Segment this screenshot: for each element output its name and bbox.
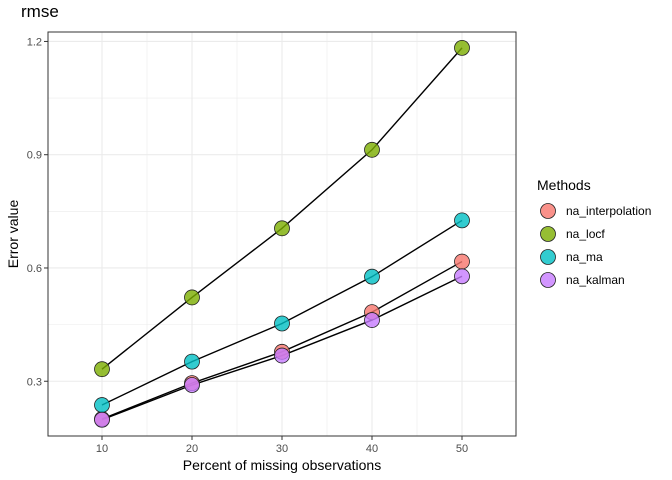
x-tick-label: 50 <box>456 443 468 455</box>
point-na_ma <box>94 397 110 413</box>
y-axis: 0.3 0.6 0.9 1.2 <box>27 36 48 388</box>
x-axis: 10 20 30 40 50 <box>96 436 468 455</box>
point-na_ma <box>454 212 470 229</box>
legend-key-na_ma <box>540 249 556 265</box>
point-na_locf <box>184 289 200 306</box>
point-na_ma <box>184 353 200 370</box>
series-points <box>94 39 470 428</box>
legend-title: Methods <box>537 177 591 193</box>
legend-key-na_kalman <box>540 272 556 288</box>
point-na_kalman <box>454 268 470 285</box>
point-na_locf <box>454 39 470 56</box>
legend-label-na_kalman: na_kalman <box>566 273 625 287</box>
x-tick-label: 30 <box>276 443 288 455</box>
y-tick-label: 0.3 <box>27 376 42 388</box>
legend: Methods na_interpolation na_locf na_ma na_k… <box>537 177 651 288</box>
point-na_kalman <box>364 312 380 328</box>
x-tick-label: 40 <box>366 443 378 455</box>
legend-items: na_interpolation na_locf na_ma na_kalman <box>540 203 651 288</box>
legend-label-na_ma: na_ma <box>566 250 603 264</box>
legend-label-na_locf: na_locf <box>566 227 605 241</box>
point-na_locf <box>274 220 290 237</box>
grid <box>48 32 516 436</box>
point-na_kalman <box>94 411 110 428</box>
y-tick-label: 0.9 <box>27 150 42 162</box>
point-na_kalman <box>274 347 290 364</box>
y-tick-label: 1.2 <box>27 36 42 48</box>
legend-label-na_interpolation: na_interpolation <box>566 204 651 218</box>
point-na_kalman <box>184 377 200 393</box>
point-na_ma <box>364 268 380 285</box>
y-axis-label: Error value <box>5 200 21 269</box>
legend-key-na_interpolation <box>540 203 556 219</box>
point-na_locf <box>364 141 380 158</box>
chart-title: rmse <box>21 2 59 21</box>
plot-area <box>47 31 517 437</box>
x-tick-label: 10 <box>96 443 108 455</box>
point-na_locf <box>94 361 110 378</box>
point-na_ma <box>274 315 290 332</box>
x-tick-label: 20 <box>186 443 198 455</box>
y-tick-label: 0.6 <box>27 263 42 275</box>
x-axis-label: Percent of missing observations <box>183 457 381 473</box>
legend-key-na_locf <box>540 226 556 242</box>
point-na_interpolation <box>454 253 470 270</box>
